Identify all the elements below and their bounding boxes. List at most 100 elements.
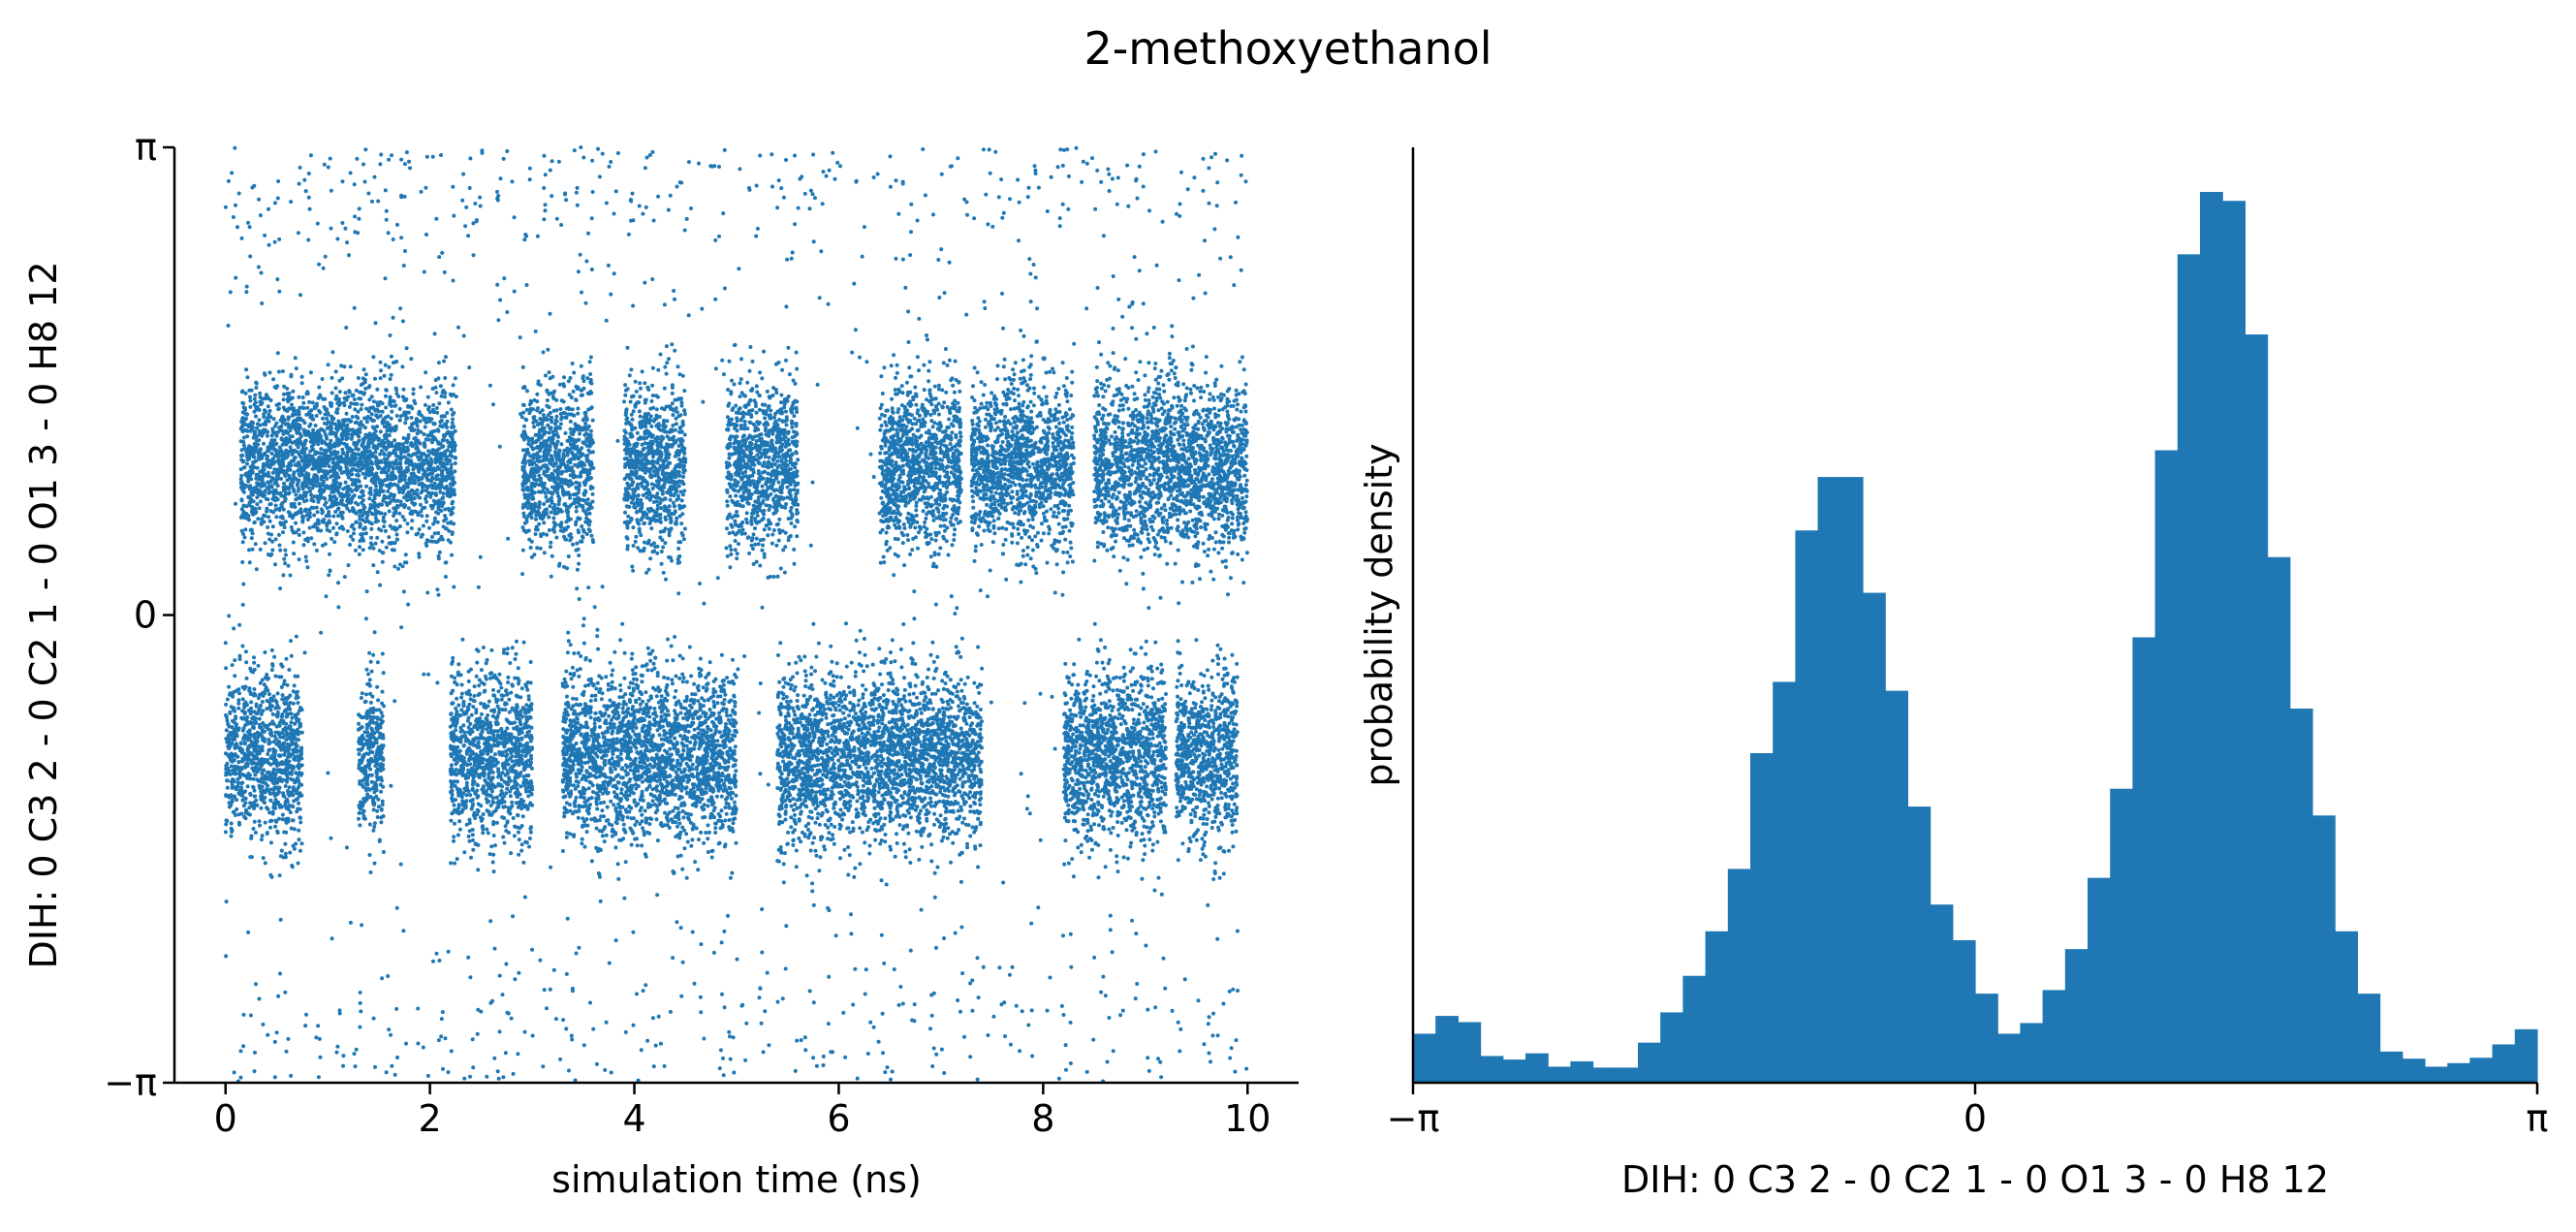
scatter-point bbox=[238, 439, 243, 444]
scatter-point bbox=[242, 686, 247, 691]
scatter-point bbox=[361, 532, 365, 536]
scatter-point bbox=[371, 355, 376, 360]
scatter-point bbox=[494, 806, 499, 810]
scatter-point bbox=[425, 433, 430, 438]
scatter-point bbox=[470, 798, 475, 802]
scatter-point bbox=[449, 482, 453, 487]
scatter-point bbox=[278, 548, 283, 553]
scatter-point bbox=[364, 420, 369, 425]
scatter-point bbox=[372, 824, 377, 829]
scatter-point bbox=[331, 461, 336, 466]
scatter-point bbox=[495, 733, 500, 738]
scatter-point bbox=[523, 839, 528, 844]
scatter-point bbox=[393, 386, 398, 391]
scatter-point bbox=[229, 821, 234, 826]
scatter-point bbox=[393, 403, 398, 408]
scatter-point bbox=[464, 690, 469, 695]
scatter-point bbox=[345, 453, 350, 457]
scatter-point bbox=[356, 409, 361, 414]
scatter-point bbox=[260, 761, 265, 766]
scatter-point bbox=[262, 441, 266, 446]
scatter-point bbox=[349, 534, 354, 539]
scatter-point bbox=[401, 412, 406, 417]
scatter-point bbox=[394, 414, 399, 418]
scatter-point bbox=[280, 442, 285, 447]
scatter-point bbox=[369, 412, 374, 417]
scatter-point bbox=[340, 447, 345, 452]
scatter-point bbox=[264, 423, 267, 426]
scatter-point bbox=[261, 464, 266, 469]
scatter-point bbox=[406, 432, 411, 437]
scatter-point bbox=[423, 505, 427, 510]
scatter-point bbox=[342, 419, 347, 424]
scatter-point bbox=[418, 441, 423, 446]
scatter-point bbox=[304, 490, 309, 495]
scatter-point bbox=[499, 693, 504, 698]
scatter-point bbox=[266, 727, 270, 732]
scatter-point bbox=[405, 465, 409, 470]
scatter-point bbox=[526, 724, 531, 729]
scatter-point bbox=[272, 804, 277, 808]
scatter-point bbox=[266, 429, 270, 434]
scatter-point bbox=[254, 386, 259, 390]
scatter-point bbox=[240, 602, 245, 607]
scatter-point bbox=[251, 769, 256, 774]
scatter-point bbox=[482, 689, 487, 694]
scatter-point bbox=[512, 726, 517, 731]
scatter-point bbox=[242, 513, 246, 518]
scatter-point bbox=[290, 864, 295, 868]
scatter-point bbox=[242, 751, 247, 756]
scatter-point bbox=[241, 435, 246, 440]
scatter-point bbox=[396, 469, 401, 474]
scatter-point bbox=[305, 539, 310, 544]
scatter-point bbox=[266, 404, 270, 409]
scatter-point bbox=[494, 820, 499, 825]
scatter-point bbox=[273, 706, 278, 711]
scatter-point bbox=[459, 682, 464, 687]
scatter-point bbox=[398, 462, 403, 466]
scatter-point bbox=[288, 426, 293, 430]
scatter-point bbox=[288, 573, 293, 578]
scatter-point bbox=[413, 509, 417, 514]
scatter-point bbox=[340, 516, 345, 521]
scatter-point bbox=[361, 381, 365, 386]
scatter-point bbox=[528, 660, 533, 664]
scatter-point bbox=[415, 431, 420, 436]
scatter-point bbox=[527, 837, 532, 840]
scatter-point bbox=[266, 677, 269, 681]
scatter-point bbox=[388, 395, 393, 399]
scatter-point bbox=[405, 530, 410, 535]
scatter-points bbox=[223, 145, 1249, 1084]
scatter-point bbox=[315, 510, 320, 515]
scatter-point bbox=[269, 485, 274, 490]
scatter-point bbox=[330, 536, 334, 541]
scatter-point bbox=[253, 831, 258, 835]
scatter-point bbox=[253, 773, 258, 777]
scatter-point bbox=[342, 403, 347, 408]
scatter-point bbox=[268, 502, 273, 506]
scatter-point bbox=[291, 473, 296, 478]
scatter-point bbox=[267, 537, 272, 542]
scatter-point bbox=[263, 408, 267, 413]
scatter-point bbox=[526, 794, 531, 799]
scatter-point bbox=[262, 513, 267, 518]
scatter-point bbox=[281, 681, 286, 686]
scatter-point bbox=[396, 566, 400, 571]
scatter-point bbox=[371, 796, 376, 801]
scatter-point bbox=[497, 672, 502, 677]
scatter-point bbox=[289, 513, 294, 518]
scatter-point bbox=[255, 426, 259, 430]
scatter-point bbox=[382, 493, 387, 498]
scatter-point bbox=[252, 746, 257, 751]
scatter-point bbox=[355, 447, 360, 452]
scatter-point bbox=[367, 822, 372, 827]
scatter-point bbox=[270, 548, 275, 553]
scatter-point bbox=[294, 366, 298, 371]
scatter-point bbox=[391, 315, 395, 320]
scatter-point bbox=[287, 406, 291, 411]
scatter-point bbox=[276, 778, 281, 783]
scatter-point bbox=[289, 826, 294, 831]
scatter-point bbox=[270, 524, 275, 529]
scatter-point bbox=[440, 414, 445, 419]
scatter-point bbox=[370, 718, 374, 723]
